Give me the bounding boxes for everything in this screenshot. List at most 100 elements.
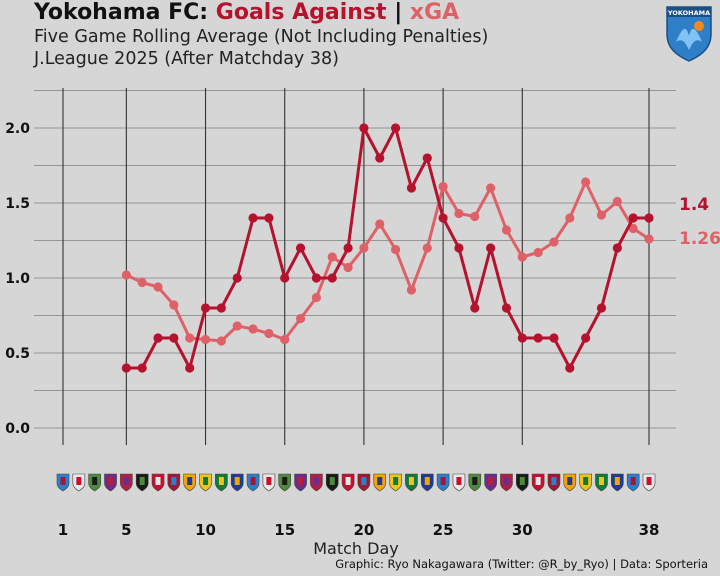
data-point-xga — [486, 183, 496, 193]
data-point-ga — [390, 123, 401, 133]
data-point-xga — [169, 300, 179, 310]
opponent-crest-inner — [472, 477, 478, 485]
data-point-xga — [470, 211, 480, 222]
data-point-ga — [454, 243, 464, 253]
data-point-xga — [501, 225, 512, 235]
opponent-crest-inner — [60, 477, 66, 485]
data-point-ga — [549, 333, 559, 343]
data-point-ga — [232, 273, 242, 283]
opponent-crest-inner — [424, 477, 430, 485]
data-point-xga — [248, 324, 258, 334]
data-point-ga — [169, 333, 179, 343]
series: 1.26 1.4 — [121, 123, 720, 373]
end-label-ga: 1.4 — [679, 195, 709, 215]
opponent-crest-inner — [345, 477, 351, 485]
data-point-ga — [628, 213, 638, 223]
data-point-ga — [248, 213, 258, 223]
data-point-ga — [533, 333, 543, 343]
data-point-ga — [311, 273, 322, 283]
data-point-ga — [501, 303, 512, 313]
chart-title: Yokohama FC: Goals Against | xGA — [34, 0, 459, 25]
opponent-crest-inner — [646, 477, 652, 485]
x-tick-label: 30 — [512, 521, 533, 539]
data-point-ga — [264, 213, 274, 223]
series-line-ga — [126, 126, 649, 370]
x-axis-label: Match Day — [313, 539, 399, 558]
data-point-xga — [406, 285, 417, 295]
data-point-xga — [327, 252, 337, 262]
series-line-xga — [125, 180, 650, 343]
data-point-xga — [185, 333, 195, 343]
opponent-crest-inner — [567, 477, 573, 485]
opponent-crest-inner — [614, 477, 620, 485]
data-point-xga — [581, 177, 591, 187]
data-point-xga — [153, 282, 163, 292]
data-point-ga — [438, 213, 448, 223]
opponent-crest-inner — [377, 477, 383, 485]
data-point-xga — [549, 237, 559, 247]
data-point-xga — [216, 336, 226, 346]
x-tick-label: 1 — [58, 521, 68, 539]
data-point-ga — [153, 333, 163, 343]
y-tick-label: 2.0 — [5, 121, 30, 137]
title-separator: | — [394, 0, 403, 25]
data-point-xga — [644, 234, 654, 244]
data-point-xga — [232, 321, 242, 331]
opponent-crest-inner — [76, 477, 82, 485]
team-badge-icon: YOKOHAMA — [666, 6, 712, 62]
opponent-crest-inner — [187, 477, 193, 485]
x-axis-ticks: 1 5 10 15 20 25 30 38 — [58, 521, 660, 539]
y-tick-label: 0.5 — [5, 346, 30, 362]
data-point-ga — [422, 153, 432, 163]
data-point-xga — [565, 213, 575, 223]
credit-text: Graphic: Ryo Nakagawara (Twitter: @R_by_… — [335, 557, 708, 571]
data-point-ga — [644, 213, 654, 223]
data-point-ga — [280, 273, 290, 283]
opponent-crest-inner — [92, 477, 98, 485]
title-xga: xGA — [409, 0, 460, 25]
opponent-crest-inner — [282, 477, 288, 485]
opponent-crest-inner — [519, 477, 525, 485]
opponent-crest-inner — [329, 477, 335, 485]
opponent-crest-inner — [155, 477, 161, 485]
data-point-xga — [533, 247, 543, 258]
opponent-crest-inner — [313, 477, 319, 485]
data-point-xga — [390, 244, 401, 255]
data-point-ga — [565, 363, 575, 373]
data-point-ga — [185, 363, 195, 373]
opponent-crest-inner — [393, 477, 399, 485]
data-point-ga — [359, 123, 369, 133]
x-tick-label: 25 — [433, 521, 454, 539]
opponent-crest-inner — [234, 477, 240, 485]
opponent-crest-inner — [218, 477, 224, 485]
data-point-xga — [359, 243, 369, 253]
grid — [34, 88, 676, 445]
data-point-xga — [121, 270, 131, 280]
opponent-crest-inner — [250, 477, 256, 485]
data-point-ga — [327, 273, 337, 283]
opponent-crest-inner — [266, 477, 272, 485]
data-point-ga — [216, 303, 226, 313]
data-point-xga — [517, 252, 527, 262]
data-point-ga — [343, 243, 353, 253]
data-point-xga — [612, 196, 622, 207]
data-point-xga — [422, 243, 432, 253]
opponent-crest-inner — [488, 477, 494, 485]
chart-subtitle-1: Five Game Rolling Average (Not Including… — [34, 27, 489, 47]
x-tick-label: 10 — [195, 521, 216, 539]
data-point-xga — [137, 277, 147, 288]
data-point-ga — [612, 243, 622, 253]
x-tick-label: 5 — [121, 521, 131, 539]
opponent-crest-inner — [108, 477, 114, 485]
opponent-crest-inner — [503, 477, 509, 485]
opponent-crest-inner — [598, 477, 604, 485]
x-tick-label: 38 — [639, 521, 660, 539]
data-point-xga — [295, 313, 306, 324]
title-team: Yokohama FC: — [34, 0, 209, 25]
opponent-crest-inner — [298, 477, 304, 485]
opponent-crest-inner — [551, 477, 557, 485]
data-point-xga — [264, 328, 274, 339]
y-axis-ticks: 0.0 0.5 1.0 1.5 2.0 — [5, 121, 30, 437]
data-point-ga — [486, 243, 496, 253]
